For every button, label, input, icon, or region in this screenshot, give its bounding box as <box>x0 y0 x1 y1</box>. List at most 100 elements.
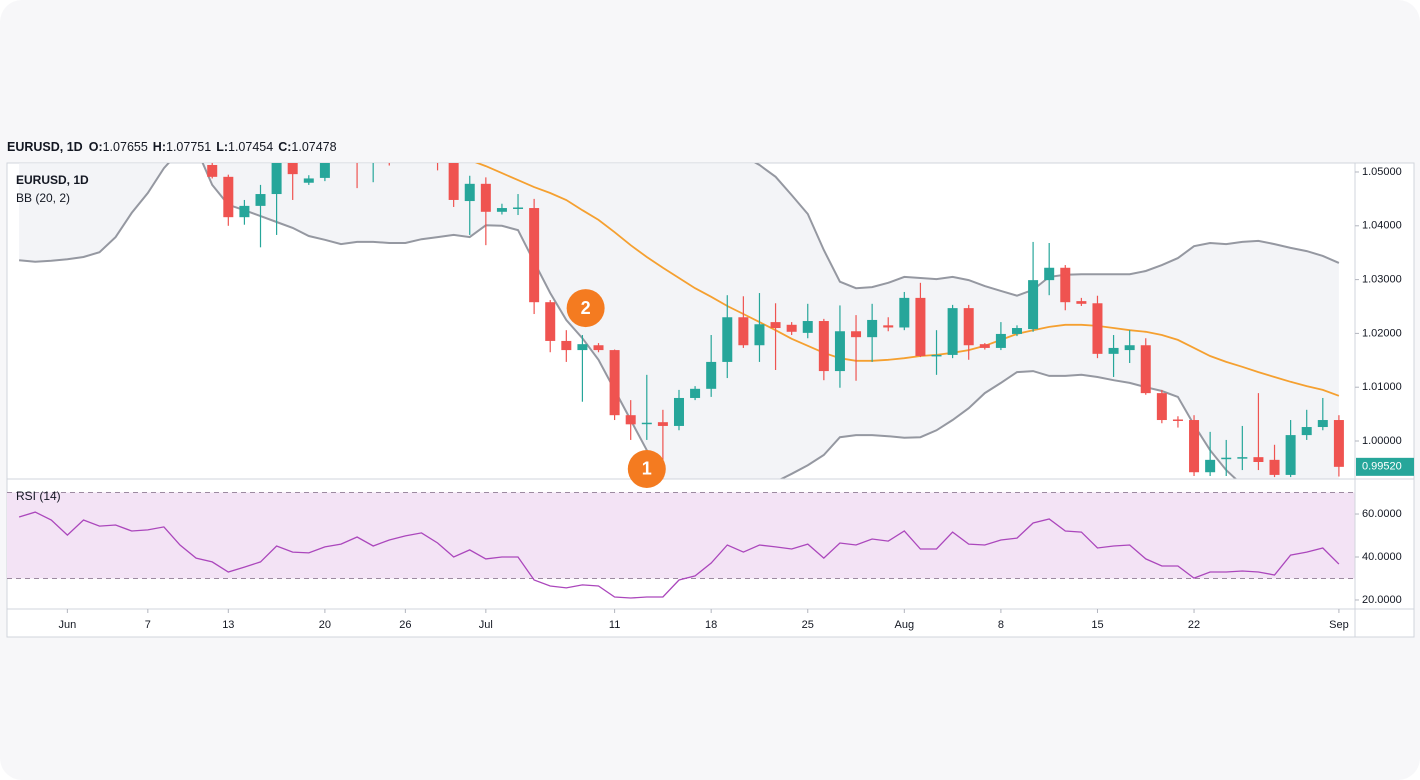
x-tick-label: 26 <box>399 619 411 631</box>
candle-body <box>979 344 990 348</box>
candle-body <box>1237 457 1248 459</box>
price-pane <box>19 163 1344 479</box>
candle-body <box>690 388 701 398</box>
candle-body <box>1189 420 1200 473</box>
candle-body <box>1060 267 1071 303</box>
last-price-label: 0.99520 <box>1362 461 1402 473</box>
x-tick-label: 20 <box>319 619 331 631</box>
x-tick-label: 18 <box>705 619 717 631</box>
x-tick-label: Jul <box>479 619 493 631</box>
candle-body <box>1076 301 1087 304</box>
level-fill <box>7 492 1355 579</box>
candle-body <box>1205 459 1216 473</box>
candle-body <box>1172 419 1183 421</box>
x-tick-label: Aug <box>895 619 915 631</box>
candle-body <box>818 321 829 372</box>
candle-body <box>995 333 1006 348</box>
candle-body <box>947 308 958 355</box>
y-tick-label: 1.04000 <box>1362 220 1402 232</box>
rsi-pane <box>7 492 1355 599</box>
y-tick-label: 1.05000 <box>1362 166 1402 178</box>
y-tick-label: 40.0000 <box>1362 551 1402 563</box>
y-tick-label: 20.0000 <box>1362 594 1402 606</box>
candle-body <box>1301 427 1312 436</box>
band-line <box>753 163 1340 297</box>
x-tick-label: 25 <box>802 619 814 631</box>
candle-body <box>1269 459 1280 475</box>
y-tick-label: 60.0000 <box>1362 508 1402 520</box>
x-tick-label: 11 <box>609 619 620 631</box>
candle-body <box>883 325 894 328</box>
symbol: EURUSD, 1D <box>7 140 83 154</box>
candle-body <box>545 302 556 341</box>
candle-body <box>1108 347 1119 354</box>
candle-body <box>1124 345 1135 351</box>
candle-body <box>577 344 588 351</box>
candle-body <box>271 163 282 195</box>
x-tick-label: 13 <box>222 619 234 631</box>
candle-body <box>303 178 314 183</box>
field-value: 1.07751 <box>166 140 211 154</box>
band-line <box>19 163 1238 479</box>
candle-body <box>673 397 684 426</box>
candle-body <box>609 350 620 416</box>
y-tick-label: 1.03000 <box>1362 274 1402 286</box>
candle-body <box>287 163 298 175</box>
axes: 1.05000 1.04000 1.03000 1.02000 1.01000 1.000… <box>7 163 1414 637</box>
candle-body <box>1092 303 1103 354</box>
candle-body <box>625 415 636 425</box>
candle-body <box>802 321 813 333</box>
candle-body <box>754 324 765 346</box>
x-tick-label: 8 <box>998 619 1004 631</box>
y-tick-label: 1.00000 <box>1362 435 1402 447</box>
candle-body <box>1011 328 1022 334</box>
candle-body <box>1044 267 1055 281</box>
candle-body <box>207 164 218 177</box>
candle-body <box>834 331 845 372</box>
annotation-marker <box>566 289 605 328</box>
basis-line <box>474 163 1340 397</box>
candle-body <box>1156 393 1167 421</box>
candle-body <box>496 208 507 212</box>
field-key: L: <box>216 140 228 154</box>
rsi-label: RSI (14) <box>16 489 61 503</box>
candle-body <box>963 308 974 346</box>
candle-body <box>738 317 749 346</box>
rsi-line <box>18 511 1340 599</box>
candle-body <box>899 297 910 328</box>
candle-body <box>1221 457 1232 460</box>
field-value: 1.07655 <box>103 140 148 154</box>
x-tick-label: Jun <box>58 619 76 631</box>
candle-body <box>657 422 668 426</box>
field-value: 1.07454 <box>228 140 273 154</box>
candle-body <box>722 317 733 362</box>
header: EURUSD, 1D O:1.07655 H:1.07751 L:1.07454 C:1… <box>7 140 337 154</box>
y-tick-label: 1.01000 <box>1362 381 1402 393</box>
candle-body <box>448 163 459 200</box>
candle-body <box>786 324 797 332</box>
candle-body <box>867 319 878 338</box>
x-tick-label: 7 <box>145 619 151 631</box>
field-value: 1.07478 <box>291 140 336 154</box>
last-price-box <box>1356 457 1414 476</box>
candle-body <box>931 354 942 357</box>
candle-body <box>1028 280 1039 330</box>
candle-body <box>223 176 234 218</box>
candle-body <box>255 194 266 206</box>
candle-body <box>1253 457 1264 462</box>
candle-body <box>770 322 781 329</box>
field-key: C: <box>278 140 291 154</box>
candle-body <box>480 183 491 212</box>
candle-body <box>641 422 652 425</box>
candle-body <box>239 205 250 218</box>
candle-body <box>915 297 926 357</box>
candle-body <box>513 207 524 209</box>
x-tick-label: 15 <box>1091 619 1103 631</box>
annotation-label: 2 <box>581 298 591 318</box>
candle-body <box>851 331 862 338</box>
candle-body <box>1317 420 1328 428</box>
y-tick-label: 1.02000 <box>1362 327 1402 339</box>
candle-body <box>1140 345 1151 394</box>
candle-body <box>529 208 540 303</box>
